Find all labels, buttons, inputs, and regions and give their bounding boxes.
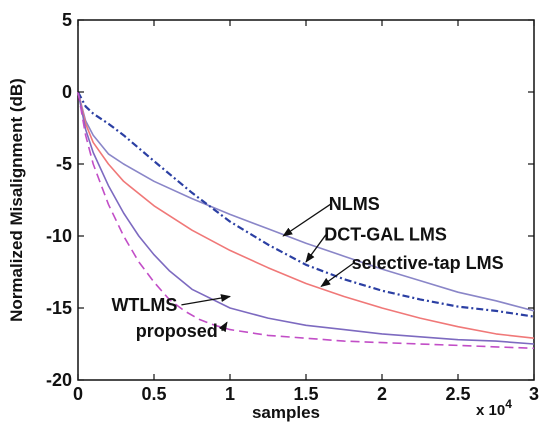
y-tick-label: -5	[56, 154, 72, 174]
x-tick-label: 0	[73, 384, 83, 404]
series-line-nlms	[77, 91, 535, 312]
annotation-arrow-nlms	[282, 203, 332, 237]
x-tick-label: 1.5	[293, 384, 318, 404]
annotation-arrow-proposed	[218, 321, 228, 333]
x-exponent-power: 4	[505, 397, 512, 411]
annotation-layer: NLMS DCT-GAL LMS selective-tap LMS WTLMS pro…	[111, 194, 503, 341]
y-tick-label: 5	[62, 10, 72, 30]
x-axis-label: samples	[252, 403, 320, 422]
annotation-wtlms: WTLMS	[111, 295, 177, 315]
x-axis-exponent: x 104	[476, 397, 512, 419]
y-tick-label: -15	[46, 298, 72, 318]
series-line-selective-tap-lms	[77, 91, 535, 339]
annotation-arrow-selective-tap-lms	[320, 262, 354, 287]
y-tick-label: 0	[62, 82, 72, 102]
annotation-selective-tap-lms: selective-tap LMS	[352, 253, 504, 273]
x-tick-label: 3	[529, 384, 539, 404]
y-tick-label: -20	[46, 370, 72, 390]
y-axis-label: Normalized Misalignment (dB)	[7, 78, 26, 322]
x-exponent-base: x 10	[476, 402, 505, 419]
annotation-arrow-wtlms	[181, 294, 231, 306]
annotation-nlms: NLMS	[329, 194, 380, 214]
y-tick-label: -10	[46, 226, 72, 246]
x-tick-label: 2	[377, 384, 387, 404]
annotation-arrow-dct-gal-lms	[305, 233, 327, 263]
series-line-dct-gal-lms	[77, 91, 535, 318]
series-layer	[77, 91, 535, 350]
x-tick-label: 1	[225, 384, 235, 404]
x-tick-label: 2.5	[445, 384, 470, 404]
series-line-proposed	[77, 91, 535, 350]
x-tick-label: 0.5	[141, 384, 166, 404]
ticks-layer: 0 0.5 1 1.5 2 2.5 3 -20 -15 -10 -5 0 5	[46, 10, 539, 404]
annotation-proposed: proposed	[136, 321, 218, 341]
annotation-dct-gal-lms: DCT-GAL LMS	[324, 224, 447, 244]
series-line-wtlms	[77, 91, 535, 345]
